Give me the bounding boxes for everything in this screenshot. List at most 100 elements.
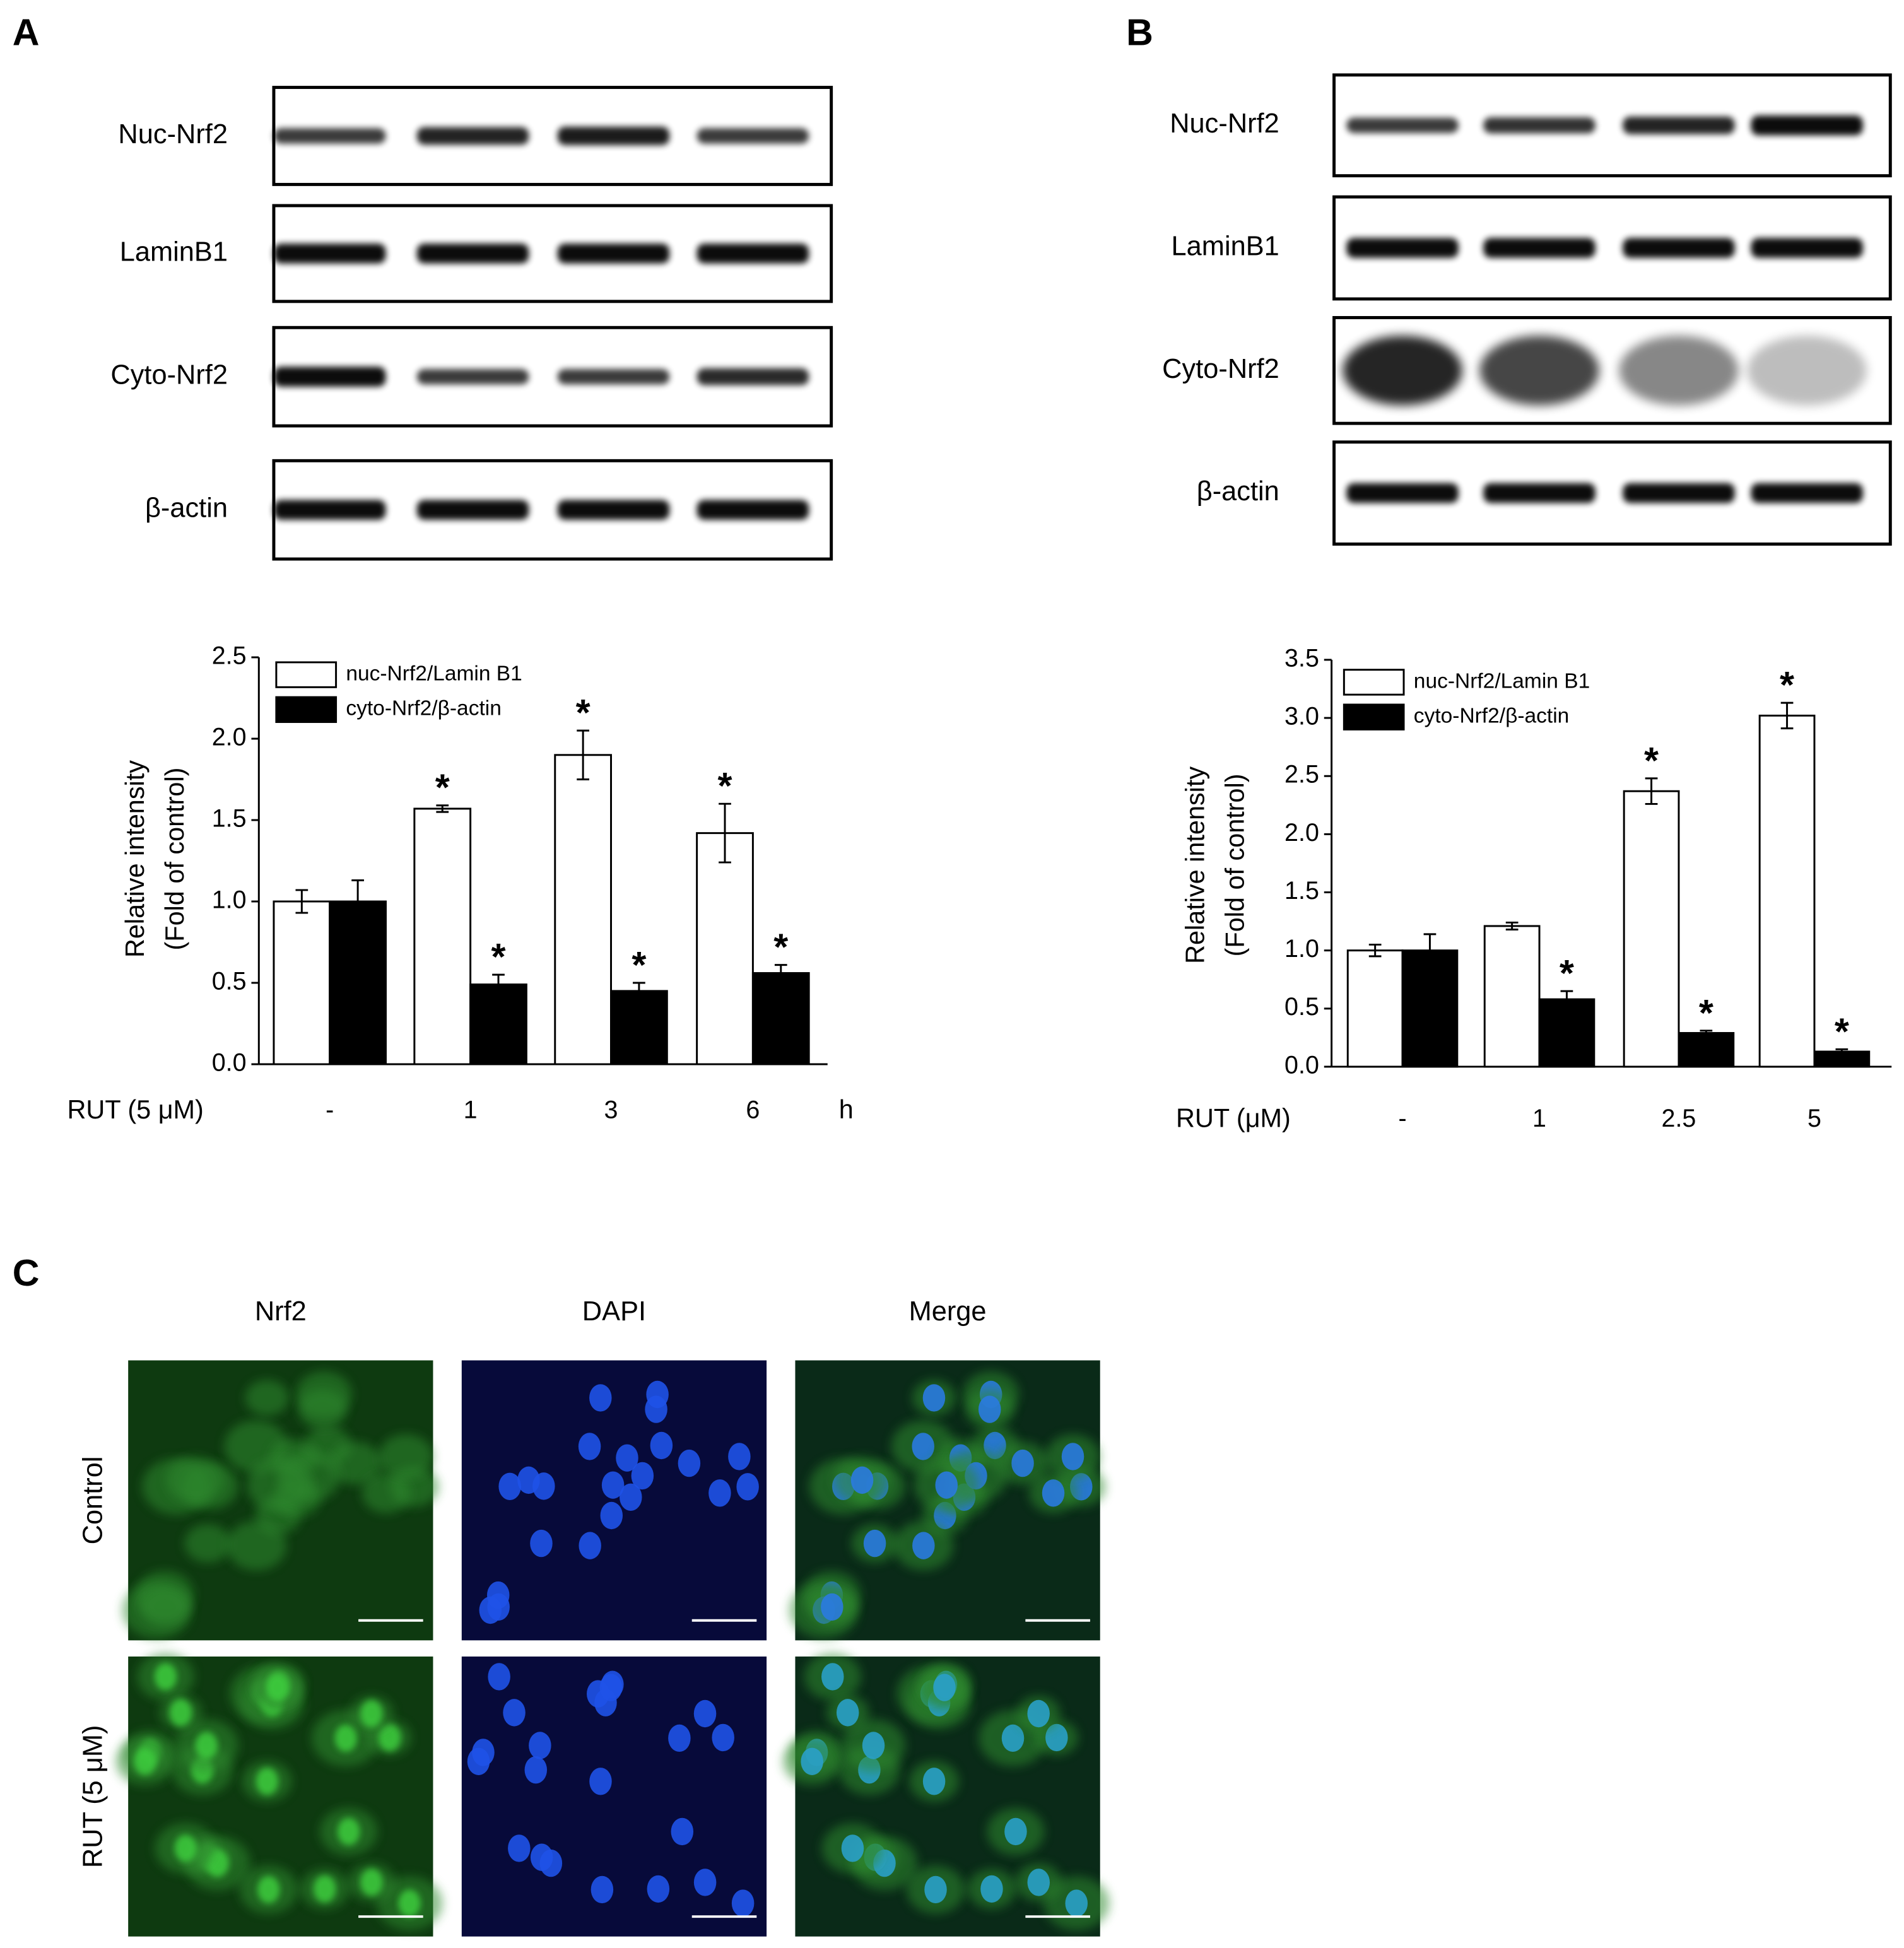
x-axis-title: RUT (5 μM) — [68, 1095, 204, 1124]
x-tick-label: - — [326, 1096, 334, 1124]
panel-label: A — [13, 11, 40, 53]
blot-band — [1751, 483, 1863, 503]
cell-nucleus — [134, 1747, 156, 1775]
blot-band — [557, 126, 670, 146]
cell-nucleus — [712, 1723, 734, 1752]
cell-nucleus — [517, 1466, 540, 1494]
blot-band — [1751, 115, 1863, 136]
y-tick-label: 0.0 — [1284, 1051, 1319, 1079]
legend-label: nuc-Nrf2/Lamin B1 — [1414, 669, 1590, 693]
bar — [413, 807, 472, 1065]
cell-nucleus — [836, 1699, 859, 1727]
blot-label: LaminB1 — [1172, 231, 1279, 261]
cell-nucleus — [850, 1466, 874, 1494]
cell-nucleus — [924, 1875, 947, 1904]
x-tick-label: 6 — [746, 1096, 760, 1124]
cell-nucleus — [503, 1699, 526, 1727]
bar — [329, 900, 387, 1065]
cell-nucleus — [668, 1724, 691, 1752]
cell-nucleus — [821, 1663, 844, 1691]
blot-label: β-actin — [1197, 476, 1279, 507]
blot-label: Nuc-Nrf2 — [118, 119, 228, 150]
column-header: Nrf2 — [255, 1296, 307, 1327]
error-bar — [1423, 933, 1437, 968]
error-bar — [633, 982, 645, 1000]
cell-nucleus — [912, 1532, 935, 1559]
cell-nucleus — [579, 1532, 601, 1559]
cell-nucleus — [841, 1834, 864, 1862]
blot-band — [1346, 238, 1459, 258]
cell-nucleus — [599, 1674, 623, 1701]
bar — [1678, 1032, 1735, 1068]
y-axis-title: Relative intensity — [1181, 766, 1210, 964]
error-bar — [1368, 943, 1382, 958]
bar — [751, 972, 810, 1065]
cell-nucleus — [1004, 1817, 1027, 1846]
blot-band — [1623, 483, 1735, 503]
bar — [1401, 949, 1459, 1068]
cell-nucleus — [935, 1471, 958, 1499]
legend-swatch — [1343, 669, 1405, 696]
cell-nucleus — [313, 1875, 336, 1903]
blot-band — [557, 244, 670, 264]
cell-nucleus — [1027, 1869, 1050, 1896]
legend-swatch — [275, 696, 338, 724]
cell-nucleus — [529, 1732, 551, 1759]
cell-body — [247, 1458, 312, 1512]
cell-nucleus — [337, 1817, 360, 1846]
cell-nucleus — [589, 1768, 612, 1795]
cell-nucleus — [678, 1449, 701, 1477]
significance-marker: * — [1835, 1010, 1849, 1052]
blot-band — [1483, 483, 1595, 503]
significance-marker: * — [576, 691, 591, 734]
cell-nucleus — [645, 1395, 667, 1423]
cell-nucleus — [922, 1768, 946, 1795]
micrograph — [782, 1653, 1110, 1937]
legend-label: cyto-Nrf2/β-actin — [1414, 705, 1570, 728]
cell-nucleus — [378, 1723, 401, 1752]
blot-band — [273, 500, 386, 520]
cell-nucleus — [1045, 1723, 1068, 1752]
significance-marker: * — [1560, 952, 1574, 994]
cell-nucleus — [728, 1443, 751, 1470]
y-tick-label: 3.0 — [1284, 702, 1319, 730]
error-bar — [719, 802, 731, 864]
significance-marker: * — [491, 936, 505, 978]
cell-nucleus — [589, 1384, 612, 1412]
blot-label: Cyto-Nrf2 — [110, 360, 228, 390]
cell-nucleus — [498, 1472, 521, 1500]
cell-nucleus — [922, 1384, 946, 1412]
cell-nucleus — [174, 1834, 197, 1862]
column-header: DAPI — [582, 1296, 646, 1327]
cell-nucleus — [616, 1444, 638, 1472]
blot-band — [416, 500, 529, 520]
cell-nucleus — [912, 1433, 934, 1460]
cell-nucleus — [488, 1663, 510, 1691]
micrograph — [461, 1656, 767, 1937]
cell-nucleus — [1042, 1479, 1065, 1507]
x-tick-label: 3 — [604, 1096, 618, 1124]
micrograph — [461, 1360, 767, 1641]
significance-marker: * — [717, 765, 732, 807]
column-header: Merge — [909, 1296, 987, 1327]
error-bar — [1560, 990, 1573, 1009]
cell-nucleus — [731, 1889, 755, 1917]
bar — [1623, 790, 1680, 1068]
blot-band — [696, 368, 809, 385]
significance-marker: * — [1780, 664, 1794, 706]
blot-label: LaminB1 — [120, 237, 228, 267]
cell-body — [166, 1456, 224, 1504]
error-bar — [436, 804, 449, 813]
cell-nucleus — [862, 1732, 885, 1759]
blot-band — [1623, 238, 1735, 258]
cell-nucleus — [821, 1593, 843, 1621]
cell-nucleus — [620, 1483, 642, 1511]
cell-nucleus — [601, 1471, 625, 1499]
blot-band — [1747, 336, 1867, 406]
x-tick-label: 1 — [1532, 1105, 1546, 1132]
error-bar — [351, 879, 364, 924]
y-tick-label: 2.0 — [212, 723, 247, 751]
cell-nucleus — [631, 1462, 654, 1490]
x-tick-label: 1 — [464, 1096, 478, 1124]
y-tick-label: 1.0 — [212, 886, 247, 913]
